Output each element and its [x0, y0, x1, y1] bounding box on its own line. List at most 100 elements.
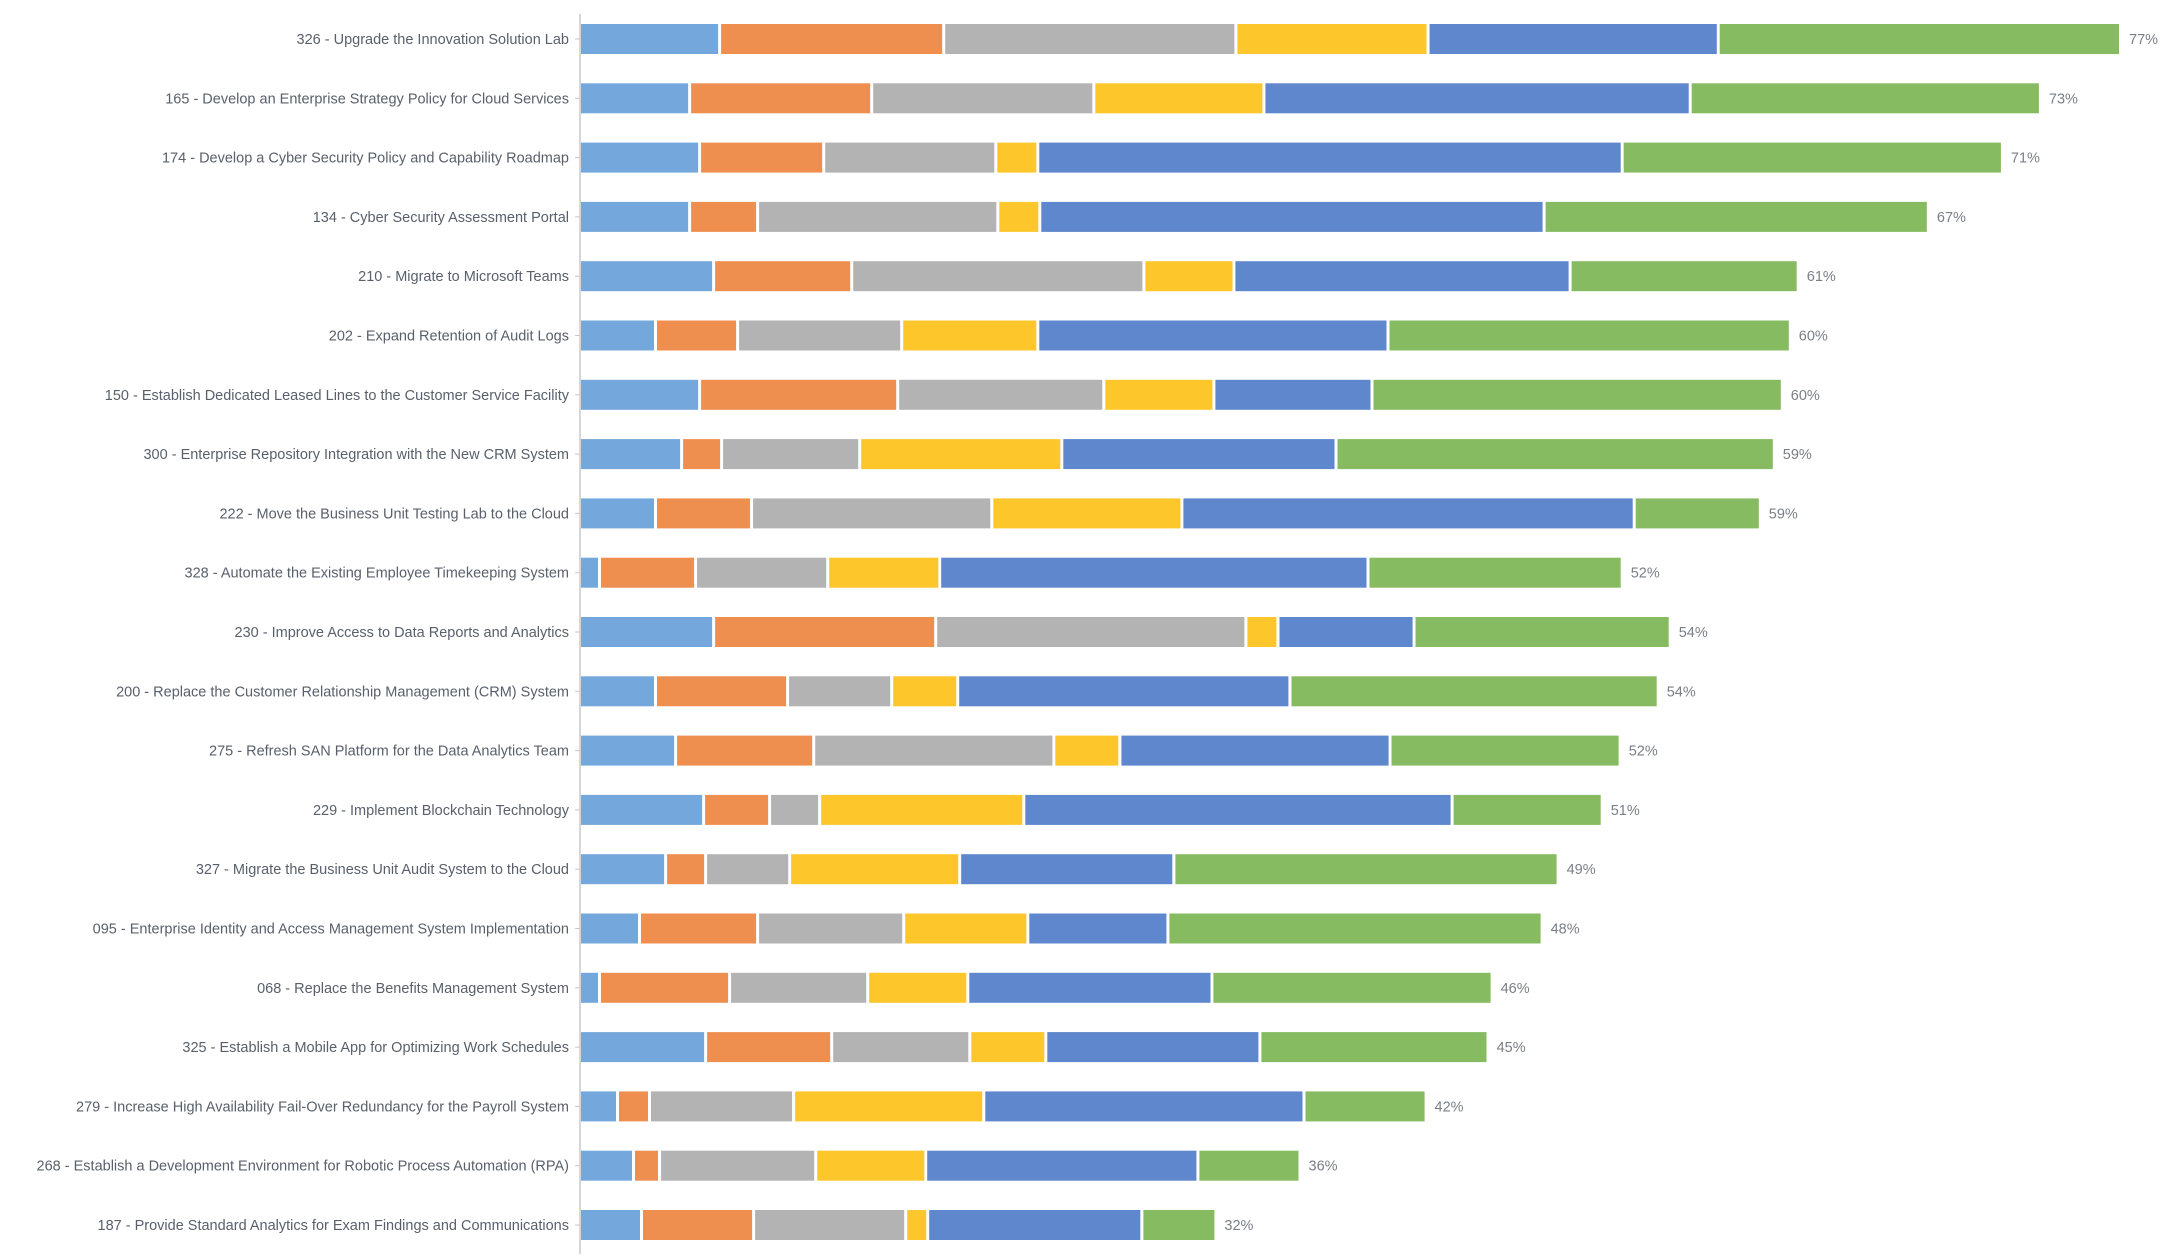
bar-segment[interactable] — [667, 854, 705, 885]
bar-segment[interactable] — [581, 201, 689, 232]
bar-segment[interactable] — [581, 498, 654, 529]
bar-segment[interactable] — [683, 439, 721, 470]
bar-segment[interactable] — [833, 1032, 969, 1063]
bar-segment[interactable] — [1429, 24, 1717, 54]
bar-segment[interactable] — [1373, 379, 1781, 410]
bar-segment[interactable] — [707, 1032, 831, 1063]
bar-segment[interactable] — [1389, 320, 1789, 351]
bar-segment[interactable] — [825, 142, 995, 173]
bar-segment[interactable] — [677, 735, 813, 766]
bar-segment[interactable] — [1691, 83, 2039, 114]
bar-segment[interactable] — [1047, 1032, 1259, 1063]
bar-segment[interactable] — [771, 794, 819, 825]
bar-segment[interactable] — [937, 617, 1245, 647]
bar-segment[interactable] — [701, 379, 897, 410]
bar-segment[interactable] — [651, 1091, 793, 1122]
bar-segment[interactable] — [643, 1210, 753, 1240]
bar-segment[interactable] — [661, 1150, 815, 1181]
bar-segment[interactable] — [853, 261, 1143, 292]
bar-segment[interactable] — [999, 201, 1039, 232]
bar-segment[interactable] — [581, 24, 719, 54]
bar-segment[interactable] — [899, 379, 1103, 410]
bar-segment[interactable] — [1237, 24, 1427, 54]
bar-segment[interactable] — [759, 201, 997, 232]
bar-segment[interactable] — [1213, 972, 1491, 1003]
bar-segment[interactable] — [759, 913, 903, 944]
bar-segment[interactable] — [657, 320, 737, 351]
bar-segment[interactable] — [1635, 498, 1759, 529]
bar-segment[interactable] — [581, 439, 681, 470]
bar-segment[interactable] — [581, 676, 654, 707]
bar-segment[interactable] — [945, 24, 1235, 54]
bar-segment[interactable] — [581, 1210, 640, 1240]
bar-segment[interactable] — [581, 972, 598, 1003]
bar-segment[interactable] — [1063, 439, 1335, 470]
bar-segment[interactable] — [691, 83, 871, 114]
bar-segment[interactable] — [715, 617, 935, 647]
bar-segment[interactable] — [723, 439, 859, 470]
bar-segment[interactable] — [657, 676, 787, 707]
bar-segment[interactable] — [789, 676, 891, 707]
bar-segment[interactable] — [905, 913, 1027, 944]
bar-segment[interactable] — [581, 854, 665, 885]
bar-segment[interactable] — [1095, 83, 1263, 114]
bar-segment[interactable] — [893, 676, 957, 707]
bar-segment[interactable] — [1265, 83, 1689, 114]
bar-segment[interactable] — [941, 557, 1367, 588]
bar-segment[interactable] — [1025, 794, 1451, 825]
bar-segment[interactable] — [581, 1150, 632, 1181]
bar-segment[interactable] — [581, 379, 699, 410]
bar-segment[interactable] — [927, 1150, 1197, 1181]
bar-segment[interactable] — [903, 320, 1037, 351]
bar-segment[interactable] — [869, 972, 967, 1003]
bar-segment[interactable] — [691, 201, 757, 232]
bar-segment[interactable] — [971, 1032, 1045, 1063]
bar-segment[interactable] — [961, 854, 1173, 885]
bar-segment[interactable] — [1175, 854, 1557, 885]
bar-segment[interactable] — [1105, 379, 1213, 410]
bar-segment[interactable] — [581, 617, 713, 647]
bar-segment[interactable] — [1169, 913, 1541, 944]
bar-segment[interactable] — [581, 83, 689, 114]
bar-segment[interactable] — [731, 972, 867, 1003]
bar-segment[interactable] — [635, 1150, 658, 1181]
bar-segment[interactable] — [581, 913, 638, 944]
bar-segment[interactable] — [705, 794, 769, 825]
bar-segment[interactable] — [1039, 320, 1387, 351]
bar-segment[interactable] — [1291, 676, 1657, 707]
bar-segment[interactable] — [861, 439, 1061, 470]
bar-segment[interactable] — [815, 735, 1053, 766]
bar-segment[interactable] — [581, 142, 699, 173]
bar-segment[interactable] — [581, 1091, 616, 1122]
bar-segment[interactable] — [581, 794, 703, 825]
bar-segment[interactable] — [1247, 617, 1277, 647]
bar-segment[interactable] — [929, 1210, 1141, 1240]
bar-segment[interactable] — [601, 557, 695, 588]
bar-segment[interactable] — [755, 1210, 905, 1240]
bar-segment[interactable] — [1055, 735, 1119, 766]
bar-segment[interactable] — [829, 557, 939, 588]
bar-segment[interactable] — [1143, 1210, 1215, 1240]
bar-segment[interactable] — [1199, 1150, 1299, 1181]
bar-segment[interactable] — [795, 1091, 983, 1122]
bar-segment[interactable] — [697, 557, 827, 588]
bar-segment[interactable] — [1369, 557, 1621, 588]
bar-segment[interactable] — [581, 1032, 705, 1063]
bar-segment[interactable] — [1337, 439, 1773, 470]
bar-segment[interactable] — [969, 972, 1211, 1003]
bar-segment[interactable] — [641, 913, 757, 944]
bar-segment[interactable] — [739, 320, 901, 351]
bar-segment[interactable] — [1261, 1032, 1487, 1063]
bar-segment[interactable] — [1279, 617, 1413, 647]
bar-segment[interactable] — [1145, 261, 1233, 292]
bar-segment[interactable] — [907, 1210, 927, 1240]
bar-segment[interactable] — [1545, 201, 1927, 232]
bar-segment[interactable] — [985, 1091, 1303, 1122]
bar-segment[interactable] — [581, 320, 654, 351]
bar-segment[interactable] — [657, 498, 751, 529]
bar-segment[interactable] — [1623, 142, 2001, 173]
bar-segment[interactable] — [997, 142, 1037, 173]
bar-segment[interactable] — [715, 261, 851, 292]
bar-segment[interactable] — [1215, 379, 1371, 410]
bar-segment[interactable] — [581, 735, 675, 766]
